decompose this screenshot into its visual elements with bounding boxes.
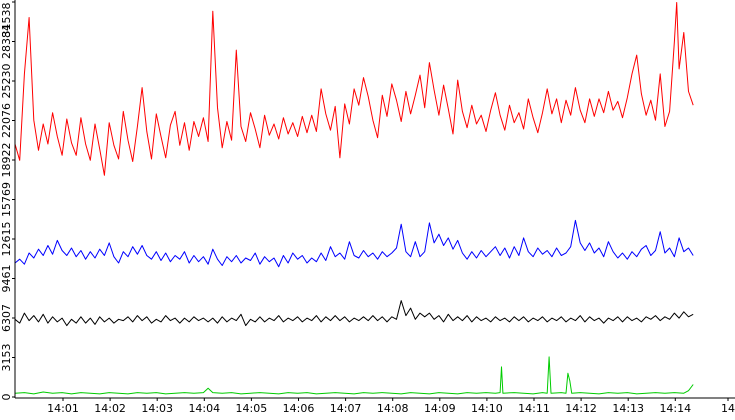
x-tick-label: 14:11 xyxy=(518,402,550,415)
y-tick-label: 6307 xyxy=(0,304,13,332)
x-tick-label: 14:03 xyxy=(141,402,173,415)
y-tick-label: 15769 xyxy=(0,182,13,217)
y-tick-label: 28384 xyxy=(0,24,13,59)
series-line-2 xyxy=(14,219,694,268)
plot-area xyxy=(14,2,694,395)
y-tick-label: 0 xyxy=(0,394,13,401)
y-tick-label: 12615 xyxy=(0,222,13,257)
series-line-3 xyxy=(14,300,694,327)
x-tick-label: 14:01 xyxy=(47,402,79,415)
x-tick-label: 14:02 xyxy=(94,402,126,415)
y-tick-label: 25230 xyxy=(0,64,13,99)
y-axis: 0 3153 6307 9461 12615 15769 18922 22076 25230 28… xyxy=(0,0,16,401)
y-tick-label: 18922 xyxy=(0,143,13,178)
y-tick-label: 3153 xyxy=(0,344,13,372)
x-tick-label: 14:05 xyxy=(236,402,268,415)
series-line-1 xyxy=(14,2,694,176)
x-tick-label: 14:07 xyxy=(330,402,362,415)
x-tick-label: 14:10 xyxy=(471,402,503,415)
y-tick-label: 22076 xyxy=(0,103,13,138)
x-tick-label: 14:14 xyxy=(659,402,691,415)
x-tick-label: 14:08 xyxy=(377,402,409,415)
y-tick-label: 31538 xyxy=(0,3,13,38)
x-tick-label: 14:04 xyxy=(188,402,220,415)
x-tick-label: 14:06 xyxy=(283,402,315,415)
series-line-4 xyxy=(14,356,694,395)
y-tick-label: 9461 xyxy=(0,265,13,293)
x-tick-label: 14:12 xyxy=(565,402,597,415)
x-tick-label: 14:09 xyxy=(424,402,456,415)
x-tick-label: 14:13 xyxy=(612,402,644,415)
x-tick-label: 14 xyxy=(721,402,735,415)
x-axis: 14:01 14:02 14:03 14:04 14:05 14:06 14:07 14:08… xyxy=(15,397,735,415)
